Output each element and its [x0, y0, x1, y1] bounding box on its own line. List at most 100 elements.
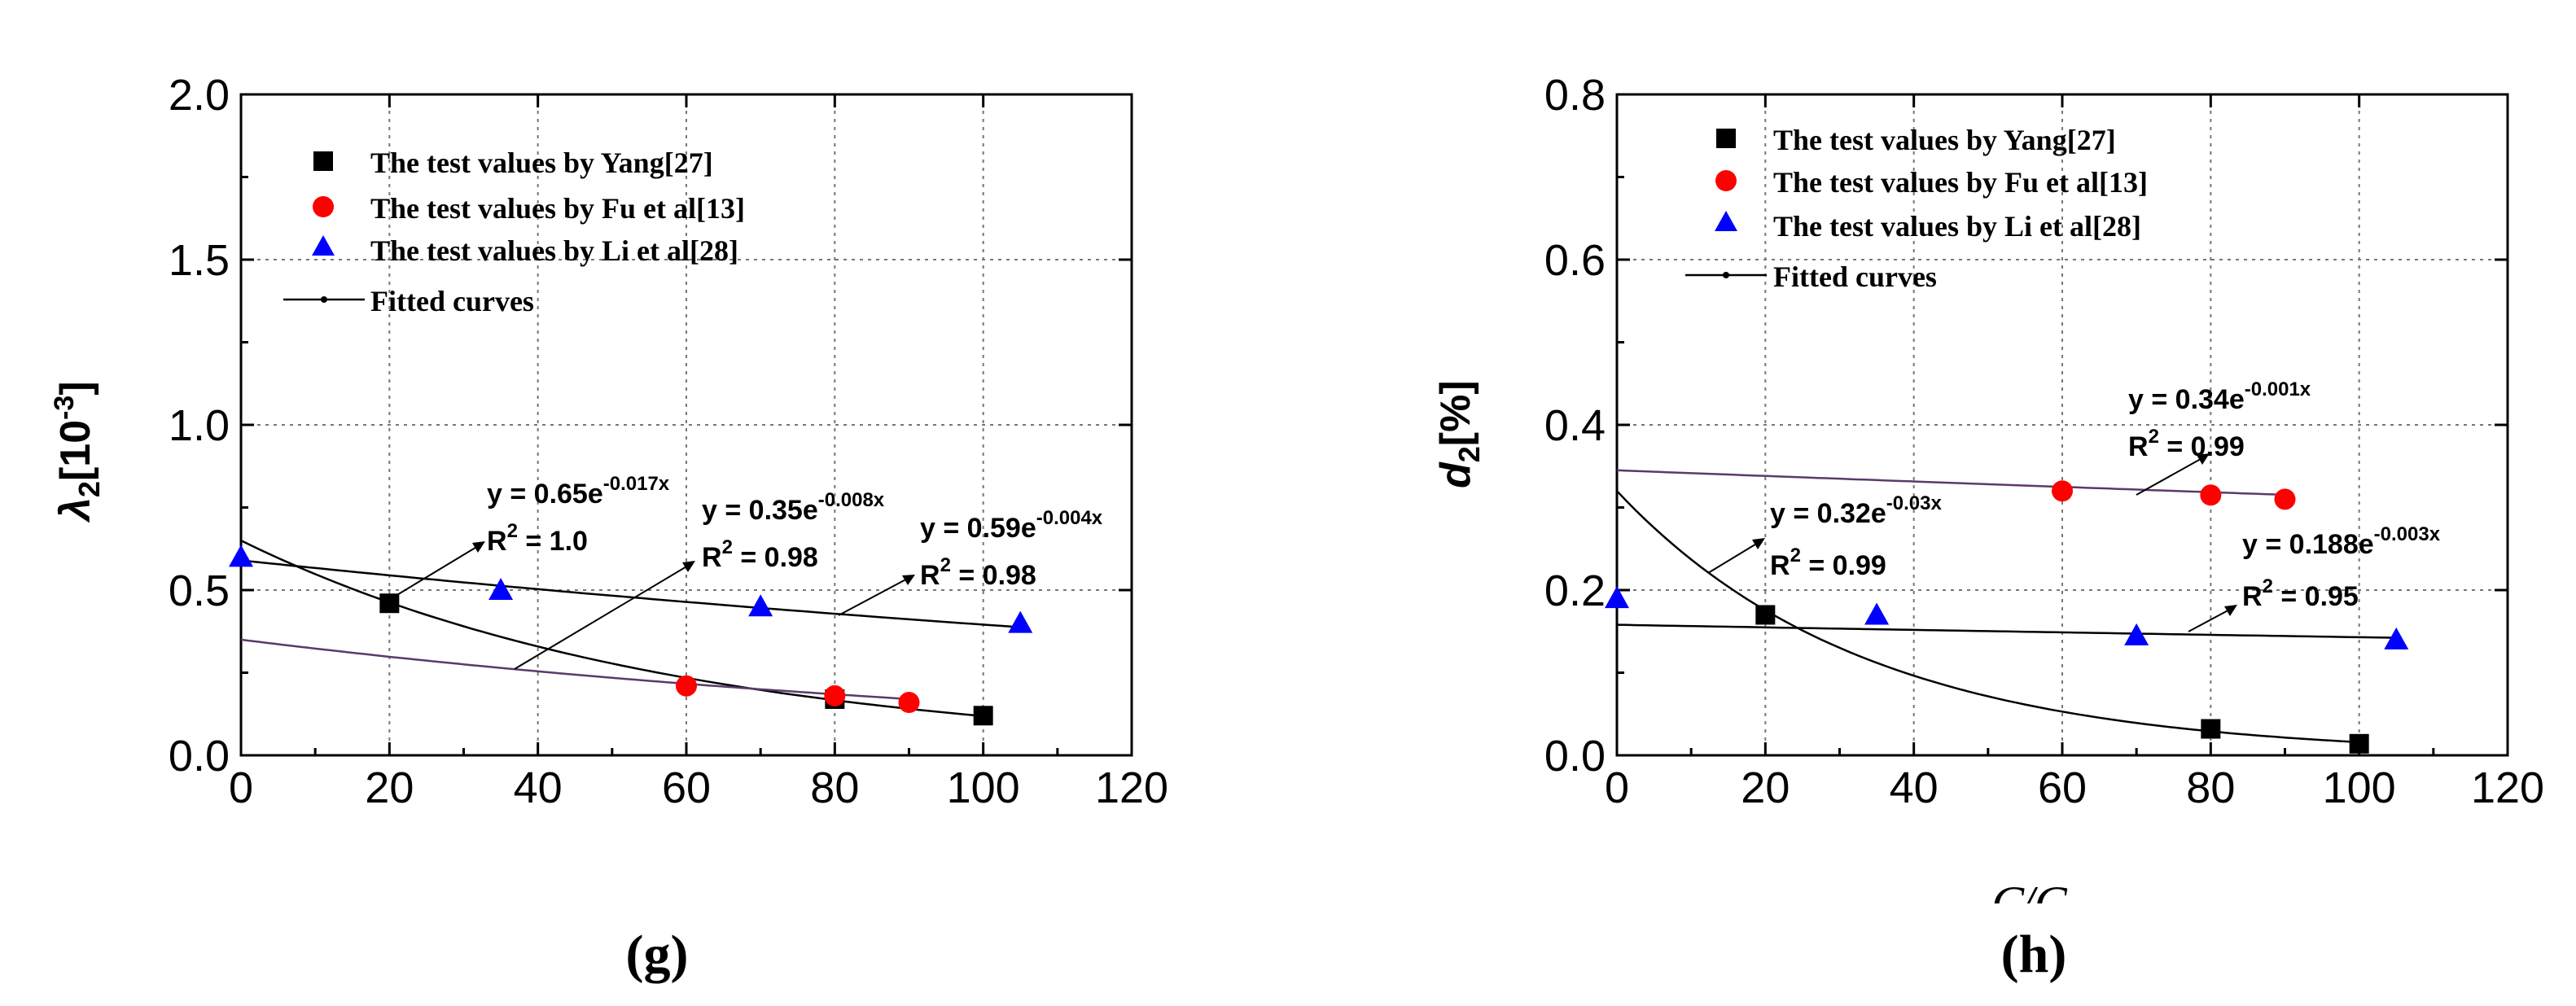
panel-g-fits	[240, 539, 1021, 718]
panel-g-ticks	[239, 93, 1133, 757]
panel-g-fit-r2-2: R2 = 0.98	[702, 536, 818, 573]
y-tick-label: 0.6	[1544, 236, 1606, 285]
fitted-curve-3	[240, 559, 1021, 628]
panel-g-fit-equation-3: y = 0.59e-0.004x	[920, 507, 1103, 544]
panel-h-arrowhead-2	[2197, 453, 2210, 465]
data-point-square	[1755, 605, 1776, 625]
panel-h-arrow-2	[2136, 455, 2207, 496]
data-point-triangle	[229, 545, 253, 567]
legend-entry-fu: The test values by Fu et al[13]	[1773, 166, 2148, 199]
fitted-curve-2	[1616, 469, 2285, 496]
x-tick-label: 60	[2038, 763, 2087, 812]
y-tick-label: 2.0	[169, 71, 230, 120]
panel-g-tick-labels: 0 20 40 60 80 100 120 0.0 0.5 1.0 1.5 2.0	[169, 71, 1168, 812]
data-point-circle	[824, 685, 846, 706]
y-tick-label: 1.5	[169, 236, 230, 285]
x-tick-label: 60	[662, 763, 711, 812]
data-point-circle	[2052, 480, 2073, 502]
legend-entry-yang: The test values by Yang[27]	[370, 147, 713, 179]
y-tick-label: 0.4	[1544, 401, 1606, 450]
y-tick-label: 0.0	[169, 732, 230, 781]
panel-h-ylabel: d2[%]	[1432, 380, 1486, 488]
legend-entry-fitted: Fitted curves	[370, 285, 534, 317]
y-tick-label: 0.2	[1544, 566, 1606, 615]
panel-h: 0 20 40 60 80 100 120 0.0 0.2 0.4 0.6 0.8 d2[%] The…	[1432, 71, 2544, 984]
panel-h-xlabel: C	[1991, 877, 2025, 930]
panel-g-markers	[229, 545, 1033, 726]
x-tick-label: 20	[1741, 763, 1790, 812]
x-tick-label: 100	[2323, 763, 2396, 812]
legend-entry-li: The test values by Li et al[28]	[1773, 210, 2141, 243]
legend-marker-triangle	[1715, 211, 1737, 231]
x-tick-label: 120	[2471, 763, 2544, 812]
data-point-triangle	[1008, 610, 1033, 633]
panel-h-legend: The test values by Yang[27] The test val…	[1685, 124, 2148, 293]
panel-g-fit-equation-2: y = 0.35e-0.008x	[702, 489, 885, 526]
panel-h-label: (h)	[2001, 925, 2067, 984]
x-tick-label: 20	[365, 763, 414, 812]
legend-marker-circle	[313, 196, 334, 217]
data-point-triangle	[748, 594, 773, 617]
panel-g-arrowhead-1	[472, 541, 485, 553]
data-point-triangle	[2124, 623, 2149, 645]
panel-h-fit-equation-3: y = 0.188e-0.003x	[2242, 523, 2441, 560]
legend-entry-li: The test values by Li et al[28]	[370, 234, 738, 267]
y-tick-label: 0.0	[1544, 732, 1606, 781]
panel-h-arrow-1	[1707, 540, 1763, 574]
legend-fit-dot	[321, 296, 327, 303]
panel-g-arrowhead-2	[682, 561, 695, 572]
legend-marker-square	[313, 151, 333, 171]
data-point-triangle	[488, 578, 514, 600]
data-point-circle	[2200, 484, 2222, 506]
x-tick-label: 100	[947, 763, 1020, 812]
panel-h-arrowhead-3	[2224, 605, 2237, 616]
fitted-curve-1	[1616, 490, 2359, 744]
legend-entry-fitted: Fitted curves	[1773, 260, 1937, 293]
panel-h-fit-r2-3: R2 = 0.95	[2242, 575, 2359, 612]
fitted-curve-1	[240, 539, 984, 718]
y-tick-label: 0.5	[169, 566, 230, 615]
panel-g-fit-r2-3: R2 = 0.98	[920, 554, 1036, 591]
data-point-circle	[676, 675, 697, 697]
panel-g-arrowhead-3	[902, 575, 915, 585]
panel-g-legend: The test values by Yang[27] The test val…	[283, 147, 745, 317]
panel-h-annotations: y = 0.32e-0.03x R2 = 0.99 y = 0.34e-0.00…	[1707, 378, 2441, 632]
panel-g-ylabel: λ2[10-3]	[49, 381, 106, 523]
panel-g-grid	[241, 94, 1132, 755]
fitted-curve-3	[1616, 623, 2397, 639]
panel-h-grid	[1617, 94, 2508, 755]
panel-h-fit-r2-1: R2 = 0.99	[1770, 545, 1886, 581]
y-tick-label: 0.8	[1544, 71, 1606, 120]
panel-h-xlabel-tail: /C	[2018, 877, 2068, 930]
panel-h-arrow-3	[2188, 606, 2235, 632]
legend-marker-triangle	[312, 235, 335, 256]
data-point-circle	[898, 692, 920, 714]
data-point-square	[973, 706, 993, 726]
data-point-triangle	[1605, 586, 1629, 609]
x-tick-label: 40	[514, 763, 563, 812]
x-tick-label: 80	[2186, 763, 2235, 812]
panel-g-annotations: y = 0.65e-0.017x R2 = 1.0 y = 0.35e-0.00…	[395, 473, 1103, 670]
data-point-circle	[2274, 488, 2296, 510]
data-point-square	[2349, 733, 2369, 754]
panel-g-label: (g)	[626, 925, 689, 984]
fitted-curve-2	[240, 638, 909, 701]
panel-h-markers	[1605, 480, 2409, 754]
legend-marker-square	[1716, 129, 1736, 148]
x-tick-label: 120	[1095, 763, 1168, 812]
x-tick-label: 0	[229, 763, 253, 812]
data-point-square	[2201, 719, 2221, 739]
legend-entry-fu: The test values by Fu et al[13]	[370, 192, 745, 225]
legend-fit-dot	[1723, 272, 1729, 278]
panel-h-fits	[1616, 469, 2397, 744]
legend-marker-circle	[1715, 170, 1737, 191]
x-tick-label: 40	[1890, 763, 1939, 812]
panel-g-arrow-1	[395, 543, 483, 597]
y-tick-label: 1.0	[169, 401, 230, 450]
data-point-square	[379, 593, 400, 614]
data-point-triangle	[2384, 627, 2409, 650]
panel-g-fit-r2-1: R2 = 1.0	[487, 520, 588, 557]
panel-h-arrowhead-1	[1752, 538, 1765, 549]
